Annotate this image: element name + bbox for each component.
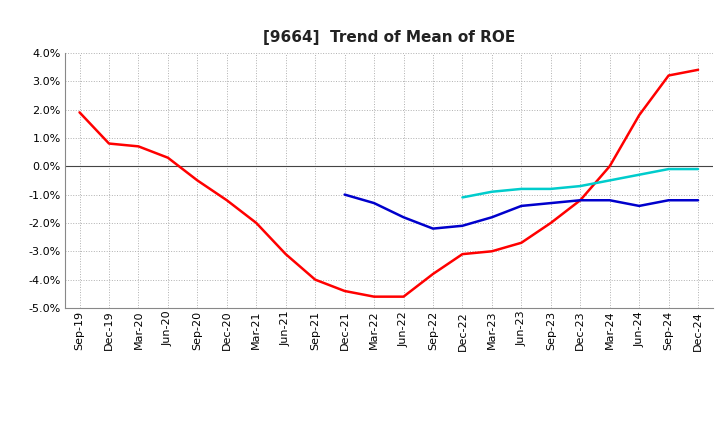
3 Years: [517, 240, 526, 246]
Line: 3 Years: 3 Years: [79, 70, 698, 297]
7 Years: [694, 166, 703, 172]
5 Years: [399, 215, 408, 220]
7 Years: [576, 183, 585, 189]
3 Years: [193, 178, 202, 183]
5 Years: [606, 198, 614, 203]
3 Years: [341, 288, 349, 293]
7 Years: [458, 195, 467, 200]
Line: 7 Years: 7 Years: [462, 169, 698, 198]
3 Years: [399, 294, 408, 299]
3 Years: [252, 220, 261, 226]
5 Years: [665, 198, 673, 203]
3 Years: [311, 277, 320, 282]
Line: 5 Years: 5 Years: [345, 194, 698, 229]
3 Years: [576, 198, 585, 203]
3 Years: [163, 155, 172, 160]
7 Years: [546, 186, 555, 191]
7 Years: [635, 172, 644, 177]
5 Years: [517, 203, 526, 209]
3 Years: [428, 271, 437, 277]
7 Years: [487, 189, 496, 194]
3 Years: [134, 144, 143, 149]
Title: [9664]  Trend of Mean of ROE: [9664] Trend of Mean of ROE: [263, 29, 515, 45]
3 Years: [370, 294, 379, 299]
3 Years: [665, 73, 673, 78]
3 Years: [458, 252, 467, 257]
3 Years: [606, 164, 614, 169]
5 Years: [428, 226, 437, 231]
3 Years: [104, 141, 113, 146]
3 Years: [487, 249, 496, 254]
5 Years: [487, 215, 496, 220]
5 Years: [370, 201, 379, 206]
3 Years: [635, 113, 644, 118]
3 Years: [694, 67, 703, 73]
5 Years: [458, 223, 467, 228]
3 Years: [546, 220, 555, 226]
5 Years: [546, 201, 555, 206]
3 Years: [222, 198, 231, 203]
5 Years: [341, 192, 349, 197]
3 Years: [282, 252, 290, 257]
3 Years: [75, 110, 84, 115]
5 Years: [635, 203, 644, 209]
7 Years: [517, 186, 526, 191]
7 Years: [606, 178, 614, 183]
5 Years: [576, 198, 585, 203]
7 Years: [665, 166, 673, 172]
5 Years: [694, 198, 703, 203]
